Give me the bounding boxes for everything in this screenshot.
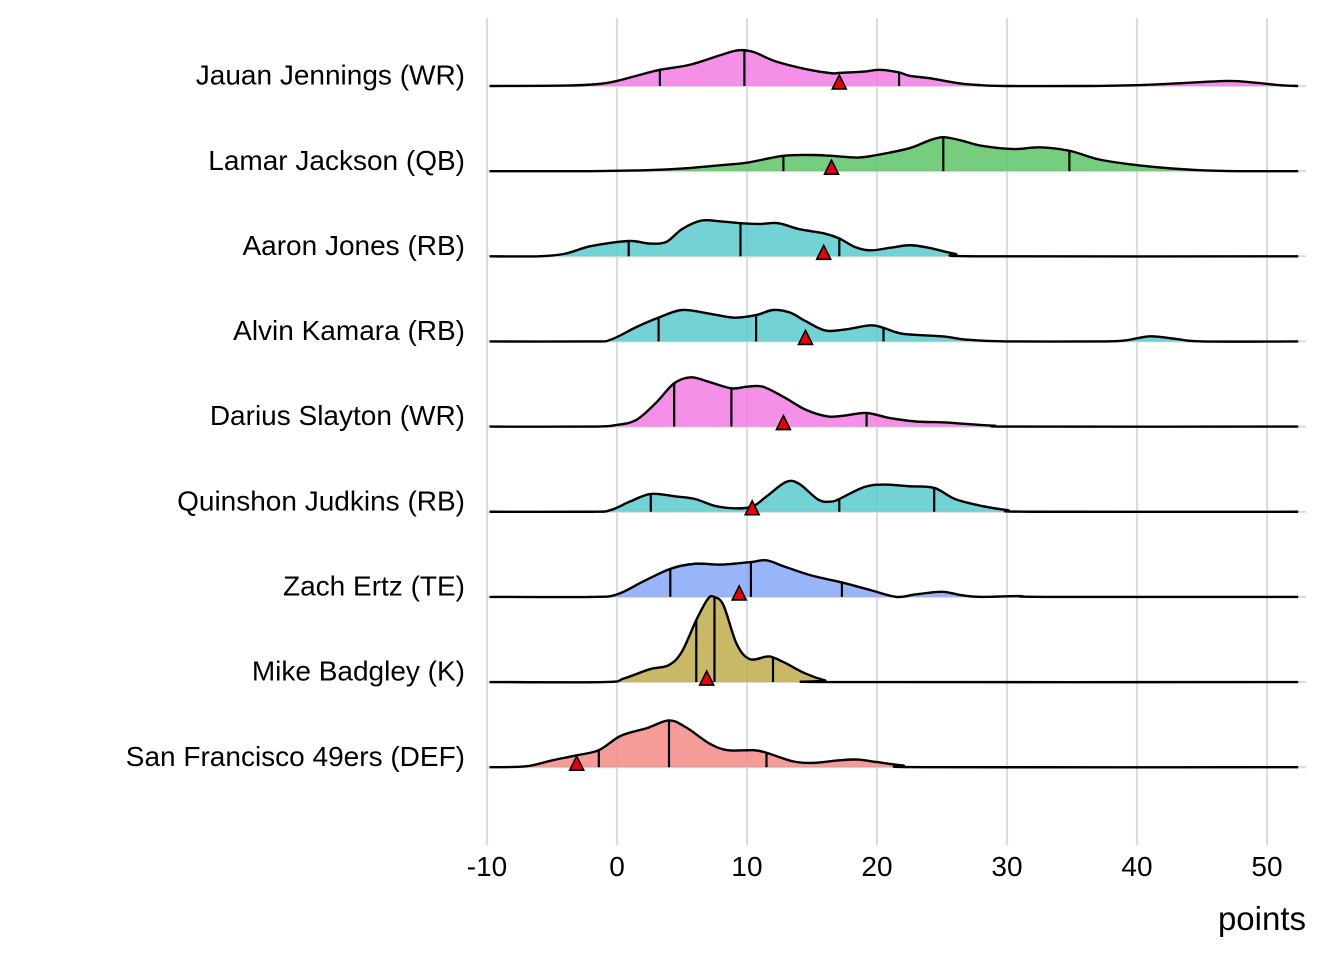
- density-area: [489, 220, 1299, 257]
- ridges: [489, 48, 1299, 772]
- projection-marker: [730, 584, 748, 601]
- density-outline: [489, 479, 1299, 514]
- density-outline: [489, 594, 1299, 684]
- ridge-alvin-kamara-rb: [489, 308, 1299, 346]
- x-axis-title: points: [1218, 900, 1306, 937]
- density-outline: [489, 48, 1299, 88]
- ridge-jauan-jennings-wr: [489, 48, 1299, 90]
- density-area: [489, 309, 1299, 342]
- x-tick-label: 30: [991, 851, 1022, 882]
- x-tick-label: 20: [861, 851, 892, 882]
- density-outline: [489, 558, 1299, 599]
- projection-marker: [815, 243, 832, 261]
- density-area: [489, 560, 1299, 598]
- y-axis-label: Darius Slayton (WR): [210, 400, 465, 431]
- x-tick-label: 40: [1121, 851, 1152, 882]
- y-axis-label: Aaron Jones (RB): [242, 230, 465, 261]
- density-outline: [489, 376, 1299, 428]
- projection-marker: [775, 413, 792, 431]
- projection-marker: [823, 158, 840, 175]
- density-area: [489, 596, 1299, 683]
- y-axis-label: Zach Ertz (TE): [283, 571, 465, 602]
- projection-marker: [831, 73, 848, 90]
- gridlines: [485, 18, 1306, 845]
- y-axis-label: Alvin Kamara (RB): [233, 315, 465, 346]
- density-area: [489, 480, 1299, 512]
- x-tick-label: -10: [467, 851, 507, 882]
- y-axis-label: Mike Badgley (K): [252, 656, 465, 687]
- projection-marker: [698, 669, 715, 686]
- x-tick-label: 10: [731, 851, 762, 882]
- density-area: [489, 377, 1299, 427]
- ridge-mike-badgley-k: [489, 594, 1299, 686]
- density-outline: [489, 308, 1299, 343]
- x-axis-labels: -10 0 10 20 30 40 50: [467, 851, 1283, 882]
- y-axis-label: Lamar Jackson (QB): [208, 145, 465, 176]
- projection-marker: [568, 754, 585, 772]
- x-tick-label: 0: [609, 851, 625, 882]
- density-outline: [489, 135, 1299, 173]
- ridge-san-francisco-49ers-def: [489, 719, 1299, 772]
- y-axis-label: Jauan Jennings (WR): [196, 60, 465, 91]
- density-area: [489, 720, 1299, 768]
- density-outline: [489, 719, 1299, 769]
- y-axis-label: San Francisco 49ers (DEF): [126, 741, 465, 772]
- ridge-zach-ertz-te: [489, 558, 1299, 601]
- density-area: [489, 137, 1299, 172]
- ridge-lamar-jackson-qb: [489, 135, 1299, 175]
- density-area: [489, 50, 1299, 87]
- x-tick-label: 50: [1251, 851, 1282, 882]
- y-axis-label: Quinshon Judkins (RB): [177, 485, 465, 516]
- projection-marker: [797, 328, 814, 346]
- y-axis-labels: Jauan Jennings (WR) Lamar Jackson (QB) Aar…: [126, 60, 465, 772]
- density-outline: [489, 218, 1299, 258]
- ridge-darius-slayton-wr: [489, 376, 1299, 431]
- ridge-aaron-jones-rb: [489, 218, 1299, 261]
- ridge-quinshon-judkins-rb: [489, 479, 1299, 516]
- projection-marker: [743, 498, 761, 516]
